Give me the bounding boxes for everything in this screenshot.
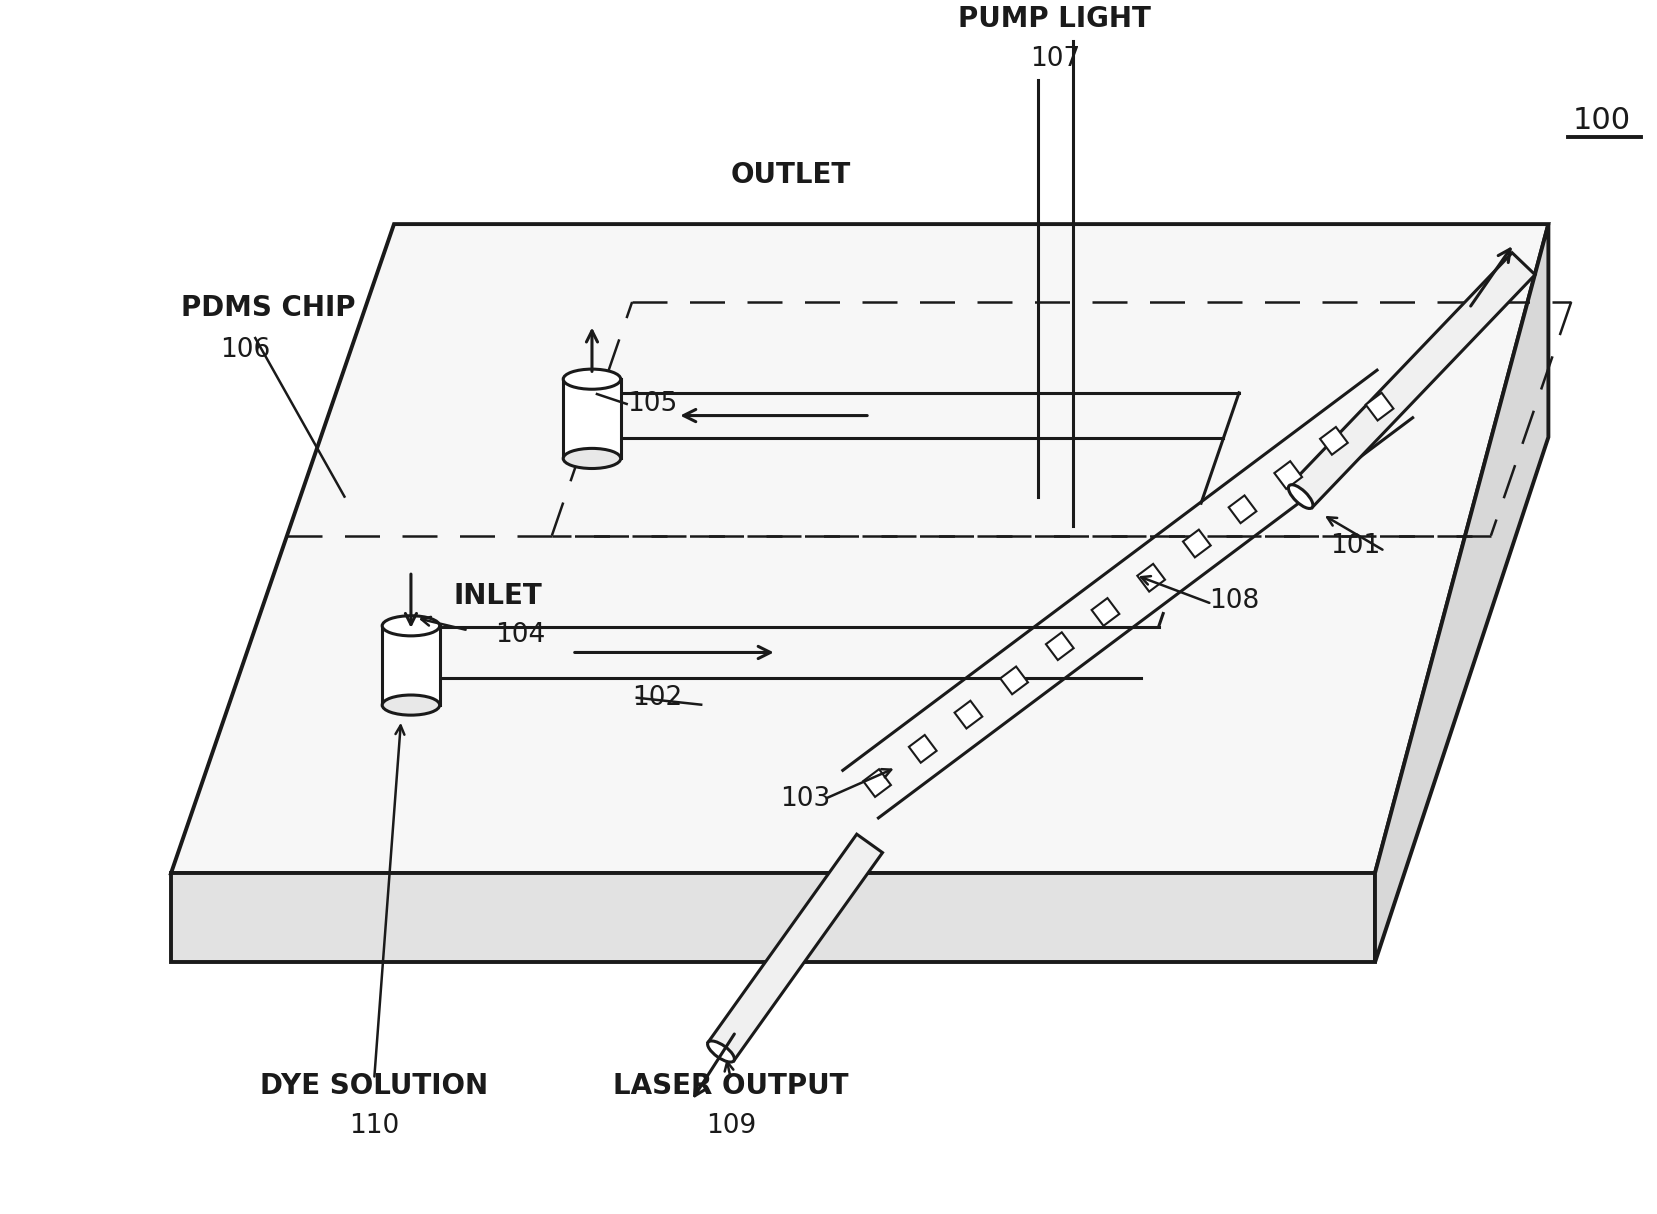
Ellipse shape xyxy=(1287,484,1312,509)
Polygon shape xyxy=(908,734,936,762)
Ellipse shape xyxy=(383,615,439,636)
Polygon shape xyxy=(708,834,882,1061)
Text: DYE SOLUTION: DYE SOLUTION xyxy=(260,1072,487,1100)
Text: 100: 100 xyxy=(1572,106,1630,135)
Polygon shape xyxy=(863,770,890,796)
Polygon shape xyxy=(1374,225,1548,963)
Polygon shape xyxy=(1181,529,1210,557)
Text: 105: 105 xyxy=(626,391,676,416)
Polygon shape xyxy=(1046,632,1074,660)
Text: 110: 110 xyxy=(350,1113,399,1139)
Polygon shape xyxy=(171,225,1548,873)
Ellipse shape xyxy=(563,448,620,469)
Ellipse shape xyxy=(563,369,620,390)
Bar xyxy=(563,379,620,459)
Polygon shape xyxy=(1090,599,1118,626)
Polygon shape xyxy=(1137,563,1165,591)
Ellipse shape xyxy=(708,1040,734,1062)
Polygon shape xyxy=(954,700,981,728)
Polygon shape xyxy=(1365,393,1392,420)
Text: 106: 106 xyxy=(220,337,270,363)
Text: PDMS CHIP: PDMS CHIP xyxy=(181,294,355,323)
Text: OUTLET: OUTLET xyxy=(729,160,850,188)
Text: INLET: INLET xyxy=(452,582,542,609)
Polygon shape xyxy=(999,666,1027,694)
Text: LASER OUTPUT: LASER OUTPUT xyxy=(613,1072,848,1100)
Text: 108: 108 xyxy=(1208,588,1259,614)
Bar xyxy=(383,625,439,705)
Text: 102: 102 xyxy=(631,685,681,710)
Text: 101: 101 xyxy=(1329,533,1380,560)
Text: 109: 109 xyxy=(706,1113,756,1139)
Ellipse shape xyxy=(383,696,439,715)
Text: 107: 107 xyxy=(1029,46,1079,73)
Polygon shape xyxy=(171,873,1374,963)
Polygon shape xyxy=(1319,427,1347,455)
Polygon shape xyxy=(1289,253,1534,507)
Polygon shape xyxy=(1228,495,1256,523)
Polygon shape xyxy=(1274,461,1301,489)
Text: 103: 103 xyxy=(779,785,830,812)
Text: 104: 104 xyxy=(495,623,545,648)
Text: PUMP LIGHT: PUMP LIGHT xyxy=(958,5,1150,33)
